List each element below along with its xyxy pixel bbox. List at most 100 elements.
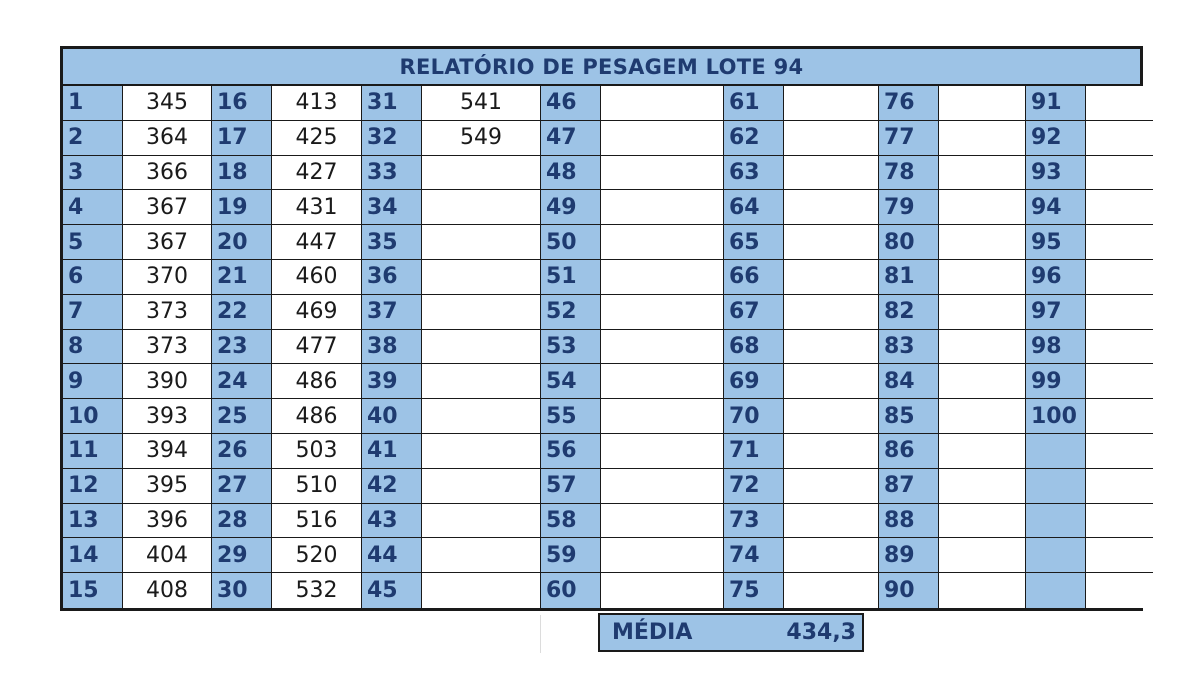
weight-cell (422, 225, 541, 260)
weight-cell: 532 (272, 573, 362, 608)
weight-cell (939, 259, 1026, 295)
weight-cell (422, 329, 541, 365)
weight-cell (422, 433, 541, 469)
animal-number-cell: 75 (724, 573, 784, 608)
animal-number-cell: 74 (724, 538, 784, 574)
animal-number-cell: 52 (541, 294, 601, 330)
animal-number-cell: 61 (724, 86, 784, 121)
weight-cell (1086, 329, 1153, 365)
weight-cell: 486 (272, 399, 362, 434)
weight-cell: 549 (422, 120, 541, 156)
animal-number-cell: 9 (63, 364, 123, 400)
weight-cell (422, 259, 541, 295)
weight-cell: 413 (272, 86, 362, 121)
weight-cell: 541 (422, 86, 541, 121)
animal-number-cell: 28 (212, 503, 272, 539)
animal-number-cell: 98 (1026, 329, 1086, 365)
weight-cell (422, 155, 541, 191)
animal-number-cell: 49 (541, 190, 601, 226)
weight-cell (784, 155, 879, 191)
weight-cell: 460 (272, 259, 362, 295)
animal-number-cell: 58 (541, 503, 601, 539)
animal-number-cell: 10 (63, 399, 123, 434)
weight-cell: 486 (272, 364, 362, 400)
weight-cell (422, 399, 541, 434)
animal-number-cell: 18 (212, 155, 272, 191)
animal-number-cell: 97 (1026, 294, 1086, 330)
animal-number-cell: 16 (212, 86, 272, 121)
weight-cell: 469 (272, 294, 362, 330)
weight-cell: 373 (123, 294, 212, 330)
weight-cell: 394 (123, 433, 212, 469)
animal-number-cell (1026, 468, 1086, 504)
animal-number-cell: 12 (63, 468, 123, 504)
weight-cell: 516 (272, 503, 362, 539)
animal-number-cell: 71 (724, 433, 784, 469)
animal-number-cell: 41 (362, 433, 422, 469)
animal-number-cell: 63 (724, 155, 784, 191)
animal-number-cell: 69 (724, 364, 784, 400)
animal-number-cell: 38 (362, 329, 422, 365)
weight-cell (601, 329, 724, 365)
weight-cell (939, 433, 1026, 469)
weight-cell (1086, 190, 1153, 226)
animal-number-cell: 64 (724, 190, 784, 226)
animal-number-cell: 42 (362, 468, 422, 504)
animal-number-cell: 50 (541, 225, 601, 260)
animal-number-cell: 43 (362, 503, 422, 539)
animal-number-cell: 60 (541, 573, 601, 608)
weight-cell (784, 503, 879, 539)
weight-cell (784, 190, 879, 226)
report-title: RELATÓRIO DE PESAGEM LOTE 94 (63, 49, 1140, 86)
weight-cell (1086, 503, 1153, 539)
animal-number-cell: 78 (879, 155, 939, 191)
animal-number-cell (1026, 503, 1086, 539)
animal-number-cell: 2 (63, 120, 123, 156)
animal-number-cell: 36 (362, 259, 422, 295)
animal-number-cell: 7 (63, 294, 123, 330)
weight-cell: 510 (272, 468, 362, 504)
animal-number-cell: 82 (879, 294, 939, 330)
animal-number-cell: 31 (362, 86, 422, 121)
weight-cell: 396 (123, 503, 212, 539)
animal-number-cell: 72 (724, 468, 784, 504)
weight-cell (601, 190, 724, 226)
weight-cell (1086, 86, 1153, 121)
animal-number-cell: 54 (541, 364, 601, 400)
animal-number-cell: 95 (1026, 225, 1086, 260)
animal-number-cell: 24 (212, 364, 272, 400)
weight-cell: 477 (272, 329, 362, 365)
weight-cell (1086, 399, 1153, 434)
weight-cell (1086, 573, 1153, 608)
animal-number-cell: 4 (63, 190, 123, 226)
weight-cell: 425 (272, 120, 362, 156)
weight-cell: 520 (272, 538, 362, 574)
animal-number-cell: 90 (879, 573, 939, 608)
animal-number-cell: 27 (212, 468, 272, 504)
weight-cell: 408 (123, 573, 212, 608)
animal-number-cell: 66 (724, 259, 784, 295)
weight-cell (1086, 364, 1153, 400)
weight-cell (939, 329, 1026, 365)
animal-number-cell: 55 (541, 399, 601, 434)
weight-cell: 370 (123, 259, 212, 295)
animal-number-cell: 59 (541, 538, 601, 574)
animal-number-cell: 88 (879, 503, 939, 539)
animal-number-cell: 23 (212, 329, 272, 365)
weight-cell: 364 (123, 120, 212, 156)
weight-cell (784, 399, 879, 434)
animal-number-cell: 70 (724, 399, 784, 434)
weight-cell (422, 190, 541, 226)
animal-number-cell: 84 (879, 364, 939, 400)
animal-number-cell: 76 (879, 86, 939, 121)
animal-number-cell: 62 (724, 120, 784, 156)
weight-cell (784, 294, 879, 330)
animal-number-cell: 11 (63, 433, 123, 469)
weight-cell (601, 259, 724, 295)
media-label: MÉDIA (612, 620, 693, 645)
animal-number-cell: 35 (362, 225, 422, 260)
animal-number-cell: 96 (1026, 259, 1086, 295)
animal-number-cell: 53 (541, 329, 601, 365)
weight-cell: 367 (123, 225, 212, 260)
animal-number-cell: 56 (541, 433, 601, 469)
